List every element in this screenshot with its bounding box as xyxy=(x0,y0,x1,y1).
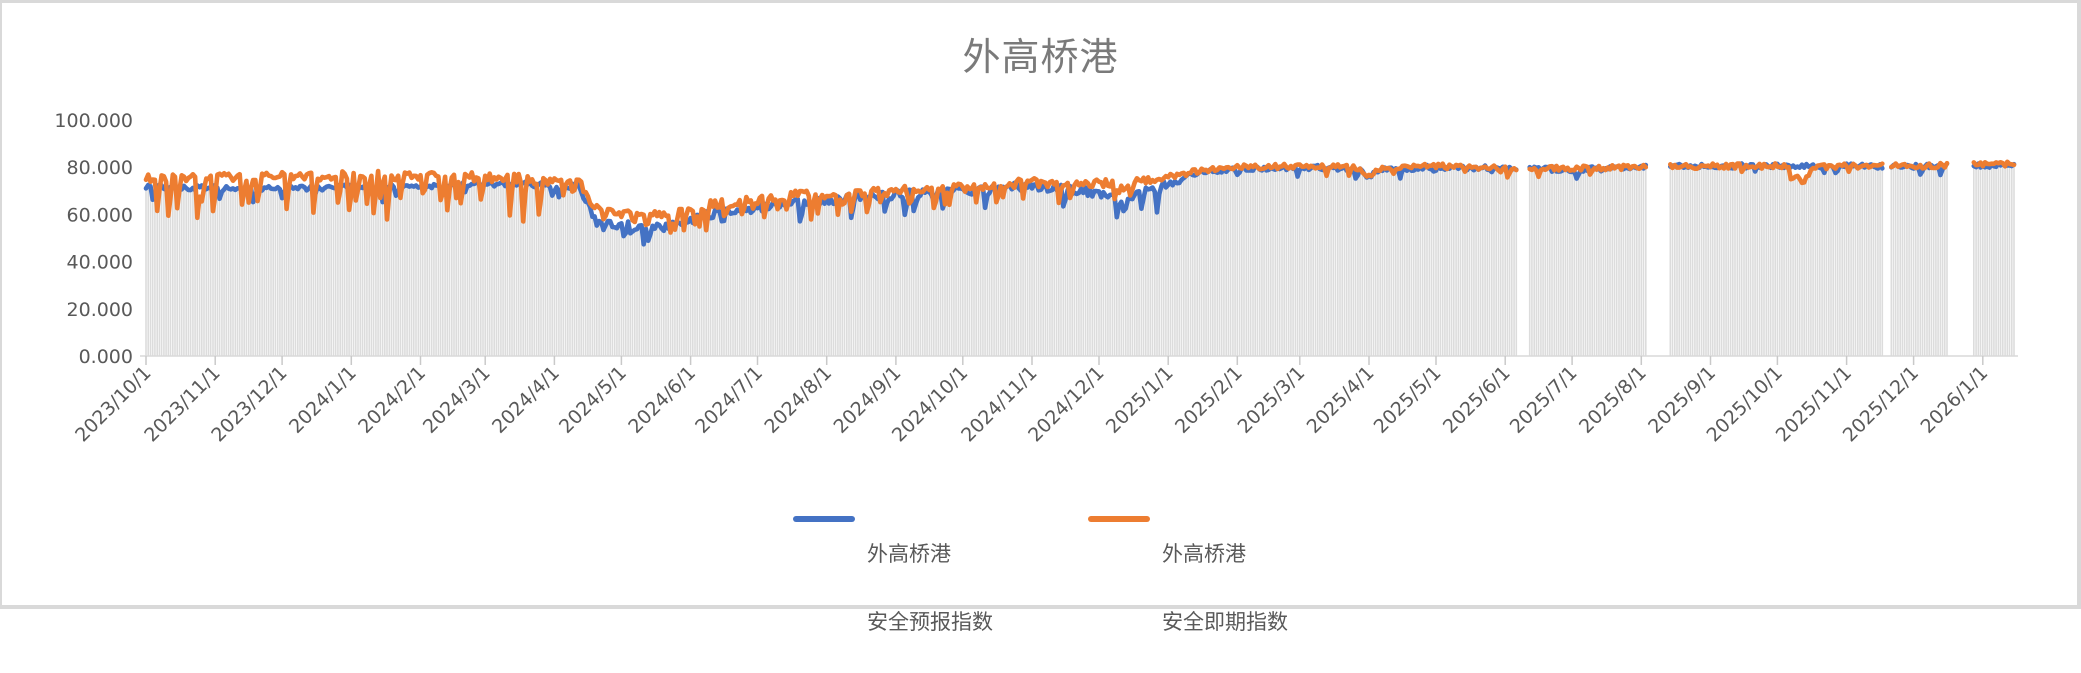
window-border-top xyxy=(0,0,2081,3)
legend-item-forecast: 外高桥港 安全预报指数 xyxy=(793,503,993,673)
window-border-right xyxy=(2077,0,2081,609)
legend-forecast-line2: 安全预报指数 xyxy=(867,610,993,634)
x-tick-label: 2024/2/1 xyxy=(354,362,430,438)
y-tick-label: 100.000 xyxy=(54,110,133,132)
x-tick-label: 2024/4/1 xyxy=(488,362,564,438)
legend-spot-line1: 外高桥港 xyxy=(1162,542,1246,566)
legend-spot-line2: 安全即期指数 xyxy=(1162,610,1288,634)
x-tick-label: 2024/5/1 xyxy=(555,362,631,438)
x-tick-label: 2025/8/1 xyxy=(1575,362,1651,438)
x-tick-label: 2025/3/1 xyxy=(1233,362,1309,438)
y-tick-label: 40.000 xyxy=(67,252,133,274)
chart-title: 外高桥港 xyxy=(962,35,1119,79)
x-tick-label: 2025/1/1 xyxy=(1102,362,1178,438)
x-tick-label: 2025/6/1 xyxy=(1439,362,1515,438)
window-border-bottom xyxy=(0,605,2081,609)
plot-area: 100.000 80.000 60.000 40.000 20.000 0.0002023… xyxy=(54,110,2018,446)
spot-line-swatch xyxy=(1088,516,1150,522)
x-tick-label: 2025/5/1 xyxy=(1370,362,1446,438)
x-tick-label: 2024/7/1 xyxy=(691,362,767,438)
x-tick-label: 2026/1/1 xyxy=(1916,362,1992,438)
forecast-line-swatch xyxy=(793,516,855,522)
x-tick-label: 2024/3/1 xyxy=(419,362,495,438)
x-tick-label: 2024/6/1 xyxy=(624,362,700,438)
y-tick-label: 20.000 xyxy=(67,299,133,321)
drop-lines xyxy=(145,164,2015,356)
x-tick-label: 2025/4/1 xyxy=(1303,362,1379,438)
chart-legend: 外高桥港 安全预报指数 外高桥港 安全即期指数 xyxy=(0,503,2081,673)
x-tick-label: 2024/1/1 xyxy=(285,362,361,438)
legend-forecast-line1: 外高桥港 xyxy=(867,542,951,566)
y-tick-label: 0.000 xyxy=(79,346,133,368)
legend-item-spot: 外高桥港 安全即期指数 xyxy=(1088,503,1288,673)
x-axis xyxy=(140,355,2018,365)
x-tick-label: 2025/2/1 xyxy=(1171,362,1247,438)
x-tick-label: 2025/7/1 xyxy=(1506,362,1582,438)
window-border-left xyxy=(0,0,2,609)
x-axis-labels: 2023/10/12023/11/12023/12/12024/1/12024/… xyxy=(71,362,1992,446)
x-tick-label: 2024/8/1 xyxy=(760,362,836,438)
y-tick-label: 60.000 xyxy=(67,204,133,226)
y-axis-labels: 100.000 80.000 60.000 40.000 20.000 0.000 xyxy=(54,110,133,368)
spot-line xyxy=(143,159,2017,235)
y-tick-label: 80.000 xyxy=(67,157,133,179)
